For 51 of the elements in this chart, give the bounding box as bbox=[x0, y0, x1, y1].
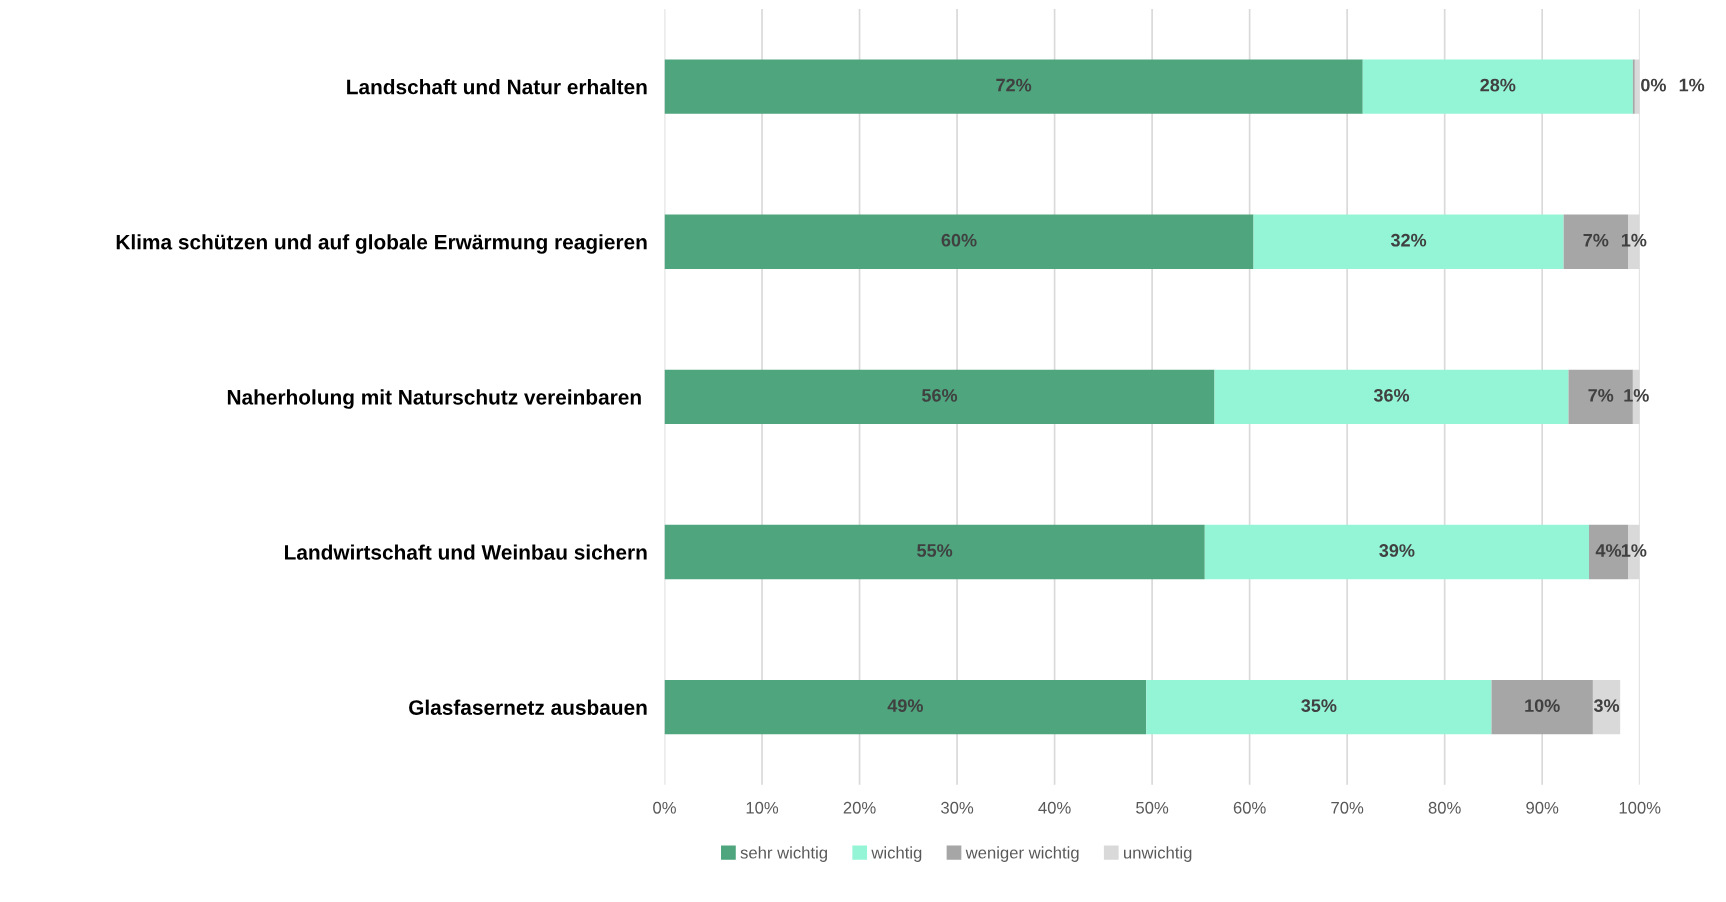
bar bbox=[1204, 524, 1589, 580]
bar bbox=[1491, 680, 1593, 735]
data-label: 1% bbox=[1624, 388, 1649, 402]
x-tick-label: 100% bbox=[1619, 801, 1661, 814]
data-label: 28% bbox=[1480, 78, 1516, 92]
data-label: 10% bbox=[1525, 699, 1560, 713]
bar bbox=[1362, 59, 1633, 114]
data-label: 39% bbox=[1379, 544, 1415, 557]
bar bbox=[1146, 680, 1492, 735]
data-label: 49% bbox=[887, 699, 923, 713]
bar bbox=[664, 214, 1254, 269]
data-label: 3% bbox=[1593, 699, 1620, 713]
bar bbox=[664, 369, 1215, 425]
x-tick-label: 50% bbox=[1136, 801, 1169, 814]
bar bbox=[664, 680, 1147, 735]
legend-label: sehr wichtig bbox=[740, 846, 827, 862]
legend-label: wichtig bbox=[871, 846, 922, 862]
data-label: 7% bbox=[1583, 233, 1609, 247]
x-tick-label: 40% bbox=[1038, 801, 1071, 814]
data-label: 32% bbox=[1390, 233, 1427, 247]
x-tick-label: 90% bbox=[1526, 801, 1559, 814]
data-label: 0% bbox=[1641, 78, 1666, 92]
legend-label: weniger wichtig bbox=[965, 846, 1079, 862]
x-tick-label: 60% bbox=[1233, 801, 1266, 814]
x-tick-label: 20% bbox=[843, 801, 876, 814]
y-tick-label: Landwirtschaft und Weinbau sichern bbox=[285, 544, 647, 560]
bar bbox=[1214, 369, 1569, 425]
data-label: 1% bbox=[1679, 78, 1705, 92]
data-label: 4% bbox=[1595, 544, 1622, 557]
legend-label: unwichtig bbox=[1124, 846, 1192, 862]
y-tick-label: Naherholung mit Naturschutz vereinbaren bbox=[227, 389, 641, 409]
y-tick-label: Glasfasernetz ausbauen bbox=[409, 699, 647, 715]
x-tick-label: 30% bbox=[941, 801, 974, 814]
data-label: 1% bbox=[1621, 544, 1647, 557]
data-label: 1% bbox=[1621, 233, 1647, 247]
y-tick-label: Landschaft und Natur erhalten bbox=[347, 79, 647, 95]
data-label: 56% bbox=[922, 388, 958, 402]
bar bbox=[1253, 214, 1564, 269]
data-label: 60% bbox=[941, 233, 977, 247]
data-label: 36% bbox=[1373, 388, 1410, 402]
x-tick-label: 80% bbox=[1428, 801, 1461, 814]
data-label: 35% bbox=[1301, 699, 1337, 713]
x-tick-label: 10% bbox=[746, 801, 779, 814]
y-tick-label: Klima schützen und auf globale Erwärmung reagieren bbox=[116, 234, 647, 254]
x-tick-label: 70% bbox=[1331, 801, 1364, 814]
x-tick-label: 0% bbox=[653, 801, 676, 814]
bar bbox=[664, 59, 1363, 114]
bar bbox=[664, 524, 1205, 580]
data-label: 72% bbox=[996, 78, 1032, 92]
data-label: 7% bbox=[1588, 388, 1614, 402]
data-label: 55% bbox=[917, 544, 953, 557]
